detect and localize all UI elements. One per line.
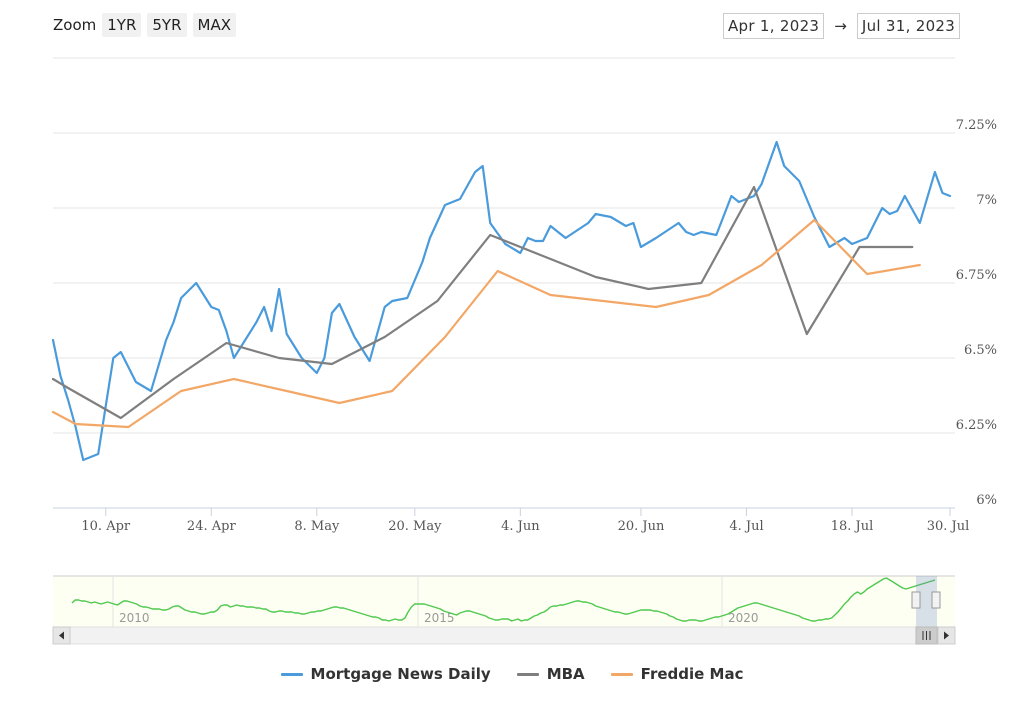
legend-label-mba: MBA [546, 665, 585, 683]
navigator-selection[interactable] [916, 576, 937, 627]
range-to-input[interactable]: Jul 31, 2023 [856, 13, 961, 39]
zoom-bar: Zoom 1YR 5YR MAX [53, 12, 237, 38]
legend: Mortgage News Daily MBA Freddie Mac [0, 665, 1024, 683]
x-tick-label: 20. May [388, 519, 442, 534]
date-range: Apr 1, 2023 → Jul 31, 2023 [723, 12, 961, 40]
navigator-right-handle[interactable] [931, 591, 941, 609]
navigator-left-handle[interactable] [911, 591, 921, 609]
x-tick-label: 24. Apr [187, 519, 237, 534]
range-arrow: → [834, 17, 847, 35]
zoom-1yr-button[interactable]: 1YR [102, 13, 142, 37]
scrollbar-track[interactable] [52, 626, 956, 645]
zoom-max-button[interactable]: MAX [192, 13, 237, 37]
y-tick-label: 6% [976, 493, 997, 508]
x-tick-label: 4. Jul [729, 519, 763, 534]
series-line-mba [51, 185, 914, 420]
navigator-year-label: 2010 [119, 611, 150, 625]
legend-label-freddie: Freddie Mac [640, 665, 744, 683]
arrow-left-icon [59, 631, 64, 640]
legend-item-freddie[interactable]: Freddie Mac [610, 665, 744, 683]
series-line-mnd [51, 140, 952, 462]
y-tick-label: 7.25% [956, 118, 997, 133]
series-line-freddie [51, 218, 921, 429]
legend-swatch-freddie [610, 672, 633, 676]
y-tick-label: 6.25% [956, 418, 997, 433]
y-tick-label: 7% [976, 193, 997, 208]
x-tick-label: 10. Apr [81, 519, 131, 534]
legend-item-mba[interactable]: MBA [516, 665, 585, 683]
x-tick-label: 20. Jun [618, 519, 665, 534]
navigator-year-label: 2020 [728, 611, 759, 625]
y-tick-label: 6.75% [956, 268, 997, 283]
legend-item-mnd[interactable]: Mortgage News Daily [280, 665, 491, 683]
x-tick-label: 30. Jul [927, 519, 970, 534]
x-tick-label: 8. May [294, 519, 340, 534]
legend-swatch-mnd [280, 672, 303, 676]
y-tick-label: 6.5% [964, 343, 997, 358]
navigator-year-label: 2015 [424, 611, 455, 625]
range-from-input[interactable]: Apr 1, 2023 [723, 13, 825, 39]
legend-label-mnd: Mortgage News Daily [310, 665, 491, 683]
zoom-5yr-button[interactable]: 5YR [147, 13, 187, 37]
x-tick-label: 18. Jul [831, 519, 874, 534]
arrow-right-icon [944, 631, 949, 640]
legend-swatch-mba [516, 672, 539, 676]
navigator-history-line [71, 577, 936, 622]
x-tick-label: 4. Jun [501, 519, 540, 534]
zoom-label: Zoom [53, 16, 97, 34]
